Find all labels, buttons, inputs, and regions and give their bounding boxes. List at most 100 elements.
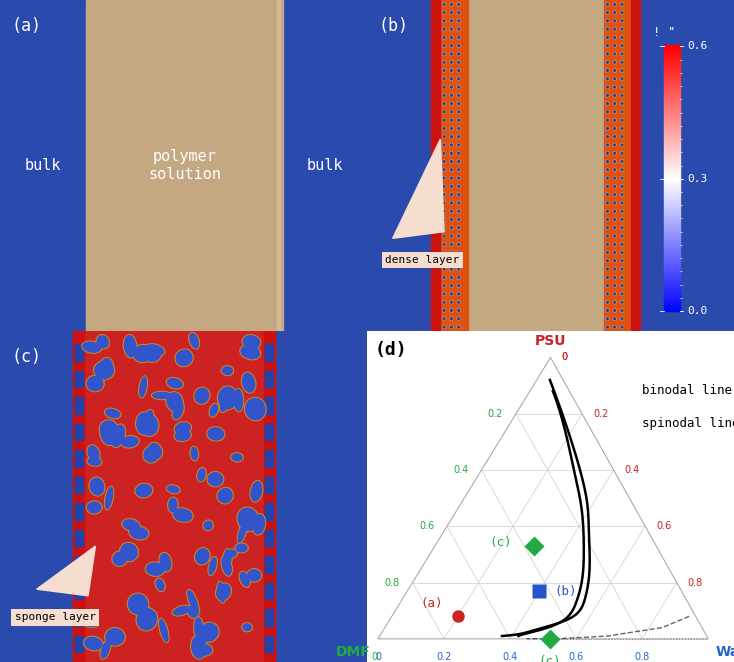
Ellipse shape <box>606 36 608 39</box>
Ellipse shape <box>443 111 446 113</box>
Ellipse shape <box>443 226 446 229</box>
Ellipse shape <box>237 520 248 543</box>
Ellipse shape <box>614 301 616 304</box>
Bar <box>664 248 680 249</box>
Ellipse shape <box>614 102 616 105</box>
Ellipse shape <box>88 446 99 460</box>
Text: Water: Water <box>716 645 734 659</box>
Ellipse shape <box>614 177 616 179</box>
Ellipse shape <box>606 85 608 89</box>
Ellipse shape <box>175 423 190 434</box>
Ellipse shape <box>457 118 460 122</box>
Ellipse shape <box>87 445 100 461</box>
Ellipse shape <box>606 135 608 138</box>
Ellipse shape <box>450 85 453 89</box>
Ellipse shape <box>217 487 233 504</box>
Ellipse shape <box>443 293 446 295</box>
Ellipse shape <box>457 317 460 320</box>
Bar <box>664 86 680 87</box>
Ellipse shape <box>450 102 453 105</box>
Text: 0.8: 0.8 <box>635 652 650 662</box>
Bar <box>664 232 680 234</box>
Bar <box>664 185 680 186</box>
Bar <box>664 101 680 102</box>
Ellipse shape <box>450 36 453 39</box>
Polygon shape <box>393 139 444 238</box>
Ellipse shape <box>606 201 608 205</box>
Bar <box>664 113 680 115</box>
Ellipse shape <box>194 387 210 404</box>
Ellipse shape <box>606 152 608 155</box>
Ellipse shape <box>87 502 101 513</box>
Ellipse shape <box>606 177 608 179</box>
Bar <box>664 187 680 189</box>
Ellipse shape <box>450 243 453 246</box>
Text: 0.2: 0.2 <box>437 652 451 662</box>
Bar <box>664 178 680 179</box>
Ellipse shape <box>457 44 460 47</box>
Bar <box>73 331 84 662</box>
Ellipse shape <box>606 94 608 97</box>
Bar <box>664 245 680 246</box>
Ellipse shape <box>614 135 616 138</box>
Ellipse shape <box>621 160 623 163</box>
Ellipse shape <box>156 579 164 591</box>
Bar <box>664 303 680 305</box>
Text: 0.4: 0.4 <box>503 652 517 662</box>
Bar <box>664 306 680 307</box>
Ellipse shape <box>443 185 446 188</box>
Ellipse shape <box>457 251 460 254</box>
Bar <box>664 106 680 107</box>
Ellipse shape <box>159 553 172 572</box>
Ellipse shape <box>443 267 446 271</box>
Bar <box>73 331 275 662</box>
Ellipse shape <box>457 135 460 138</box>
Text: bulk: bulk <box>307 158 343 173</box>
Ellipse shape <box>95 362 114 379</box>
Ellipse shape <box>191 635 207 659</box>
Bar <box>266 450 273 467</box>
Ellipse shape <box>246 399 265 420</box>
Ellipse shape <box>621 326 623 328</box>
Ellipse shape <box>621 19 623 23</box>
Bar <box>664 138 680 140</box>
Ellipse shape <box>190 334 198 348</box>
Ellipse shape <box>238 508 258 530</box>
Ellipse shape <box>137 609 156 630</box>
Ellipse shape <box>230 453 243 462</box>
Ellipse shape <box>443 152 446 155</box>
Ellipse shape <box>145 345 164 355</box>
Ellipse shape <box>100 640 111 659</box>
Bar <box>631 0 640 331</box>
Ellipse shape <box>443 284 446 287</box>
Bar <box>664 54 680 56</box>
Bar <box>664 214 680 215</box>
Bar <box>664 271 680 273</box>
Bar <box>664 257 680 258</box>
Bar <box>664 286 680 287</box>
Bar <box>664 283 680 285</box>
Bar <box>75 556 82 573</box>
Ellipse shape <box>128 594 148 614</box>
Bar <box>664 253 680 254</box>
Text: 0.6: 0.6 <box>569 652 584 662</box>
Bar <box>664 298 680 299</box>
Ellipse shape <box>87 501 102 514</box>
Text: PSU: PSU <box>535 334 566 348</box>
Ellipse shape <box>120 542 139 561</box>
Bar <box>664 164 680 165</box>
Ellipse shape <box>169 498 177 512</box>
Bar <box>664 120 680 121</box>
Ellipse shape <box>614 127 616 130</box>
Ellipse shape <box>457 111 460 113</box>
Ellipse shape <box>443 102 446 105</box>
Bar <box>664 93 680 94</box>
Ellipse shape <box>457 19 460 23</box>
Ellipse shape <box>167 485 180 494</box>
Ellipse shape <box>218 489 232 503</box>
Text: (c): (c) <box>11 348 41 365</box>
Ellipse shape <box>450 3 453 6</box>
Ellipse shape <box>621 44 623 47</box>
Ellipse shape <box>606 276 608 279</box>
Bar <box>664 179 680 181</box>
